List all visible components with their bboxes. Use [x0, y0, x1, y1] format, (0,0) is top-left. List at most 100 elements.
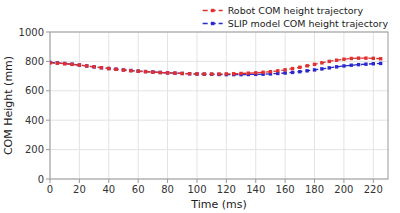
- series-marker: [188, 72, 191, 75]
- x-tick: [50, 179, 51, 183]
- plot-frame: [50, 32, 388, 179]
- series-marker: [50, 61, 52, 64]
- x-grid-line: [226, 32, 227, 179]
- x-grid-line: [196, 32, 197, 179]
- series-marker: [283, 71, 286, 74]
- series-marker: [144, 70, 147, 73]
- y-tick: [46, 90, 50, 91]
- series-marker: [195, 72, 198, 75]
- series-marker: [136, 70, 139, 73]
- y-tick-label: 200: [25, 144, 44, 155]
- x-tick-label: 100: [187, 184, 206, 195]
- series-line: [50, 62, 381, 74]
- x-grid-line: [255, 32, 256, 179]
- x-tick-label: 220: [364, 184, 383, 195]
- y-grid-line: [50, 120, 388, 121]
- x-grid-line: [314, 32, 315, 179]
- x-tick-label: 40: [102, 184, 115, 195]
- chart: 0204060801001201401601802002200200400600…: [0, 0, 400, 213]
- series-marker: [50, 61, 52, 64]
- series-marker: [181, 72, 184, 75]
- series-marker: [350, 64, 353, 67]
- series-marker: [342, 57, 345, 60]
- series-marker: [129, 69, 132, 72]
- series-marker: [254, 71, 257, 74]
- grid: [50, 32, 388, 179]
- series-marker: [181, 72, 184, 75]
- series-marker: [298, 66, 301, 69]
- y-tick: [46, 61, 50, 62]
- series-marker: [328, 66, 331, 69]
- series: [50, 61, 382, 77]
- x-tick: [314, 179, 315, 183]
- series-marker: [188, 72, 191, 75]
- x-tick-label: 120: [217, 184, 236, 195]
- x-tick: [226, 179, 227, 183]
- x-tick: [373, 179, 374, 183]
- series-marker: [92, 65, 95, 68]
- series-marker: [217, 73, 220, 76]
- x-tick-label: 20: [73, 184, 86, 195]
- y-tick: [46, 179, 50, 180]
- x-tick-label: 160: [276, 184, 295, 195]
- legend-label: SLIP model COM height trajectory: [228, 18, 389, 29]
- series-marker: [364, 56, 367, 59]
- y-grid-line: [50, 149, 388, 150]
- series-marker: [85, 64, 88, 67]
- series-marker: [122, 68, 125, 71]
- series-marker: [166, 71, 169, 74]
- y-tick-label: 800: [25, 56, 44, 67]
- series-marker: [122, 68, 125, 71]
- series-marker: [305, 69, 308, 72]
- x-grid-line: [285, 32, 286, 179]
- series-marker: [350, 57, 353, 60]
- series-marker: [342, 64, 345, 67]
- series-marker: [159, 71, 162, 74]
- series-marker: [283, 68, 286, 71]
- legend-marker: [211, 22, 214, 25]
- series-marker: [320, 61, 323, 64]
- x-tick-label: 200: [334, 184, 353, 195]
- y-grid-line: [50, 90, 388, 91]
- series-marker: [247, 71, 250, 74]
- series-marker: [357, 56, 360, 59]
- series-marker: [151, 70, 154, 73]
- series-marker: [291, 71, 294, 74]
- series-marker: [151, 70, 154, 73]
- series-marker: [335, 65, 338, 68]
- series-marker: [203, 72, 206, 75]
- series-marker: [78, 63, 81, 66]
- x-tick: [138, 179, 139, 183]
- series-marker: [56, 61, 59, 64]
- series-marker: [335, 59, 338, 62]
- x-tick: [343, 179, 344, 183]
- series-line: [50, 58, 381, 74]
- series-marker: [320, 67, 323, 70]
- series-marker: [364, 62, 367, 65]
- series-marker: [232, 72, 235, 75]
- series-marker: [225, 73, 228, 76]
- x-axis-label: Time (ms): [190, 198, 246, 211]
- series-marker: [276, 69, 279, 72]
- x-grid-line: [167, 32, 168, 179]
- series-marker: [372, 62, 375, 65]
- series-marker: [107, 67, 110, 70]
- series-marker: [114, 68, 117, 71]
- series-marker: [372, 57, 375, 60]
- series-marker: [63, 62, 66, 65]
- y-tick-label: 1000: [19, 27, 44, 38]
- series-marker: [78, 63, 81, 66]
- series-marker: [85, 64, 88, 67]
- series-marker: [232, 73, 235, 76]
- series-marker: [166, 71, 169, 74]
- y-tick: [46, 120, 50, 121]
- series-marker: [217, 72, 220, 75]
- x-grid-line: [138, 32, 139, 179]
- series-marker: [313, 68, 316, 71]
- series-marker: [210, 73, 213, 76]
- series-marker: [269, 70, 272, 73]
- y-tick-label: 0: [38, 174, 44, 185]
- x-tick-label: 60: [132, 184, 145, 195]
- legend-marker: [211, 9, 214, 12]
- x-tick-label: 80: [161, 184, 174, 195]
